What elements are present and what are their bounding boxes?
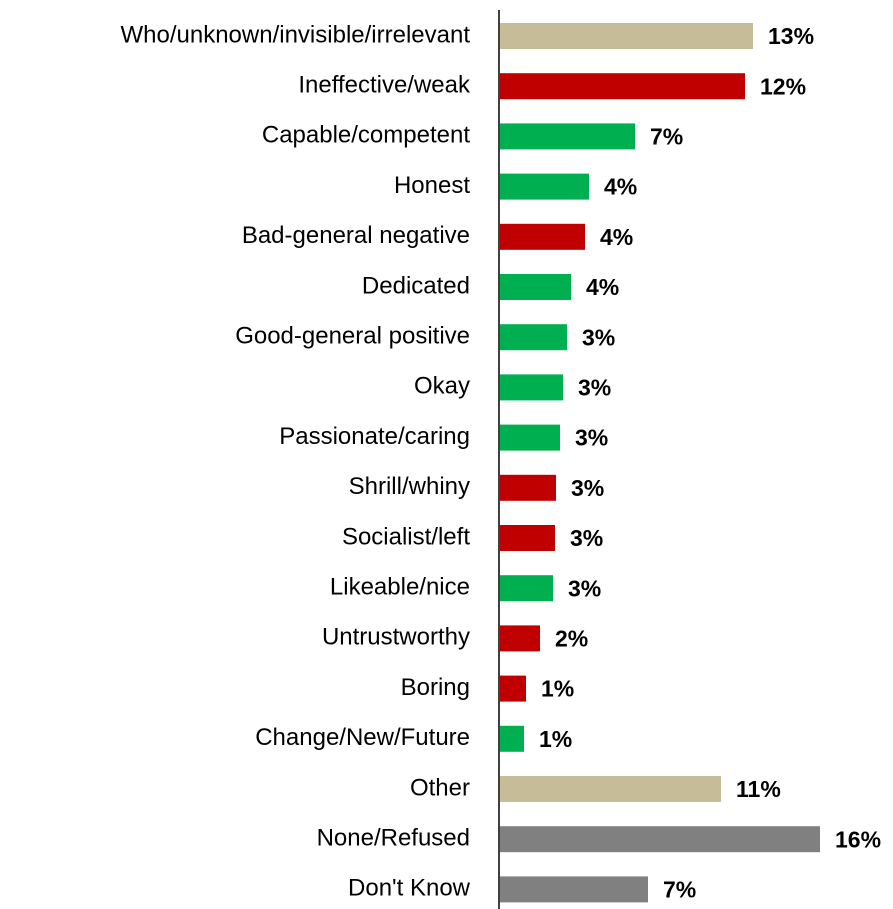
bar bbox=[500, 374, 563, 401]
value-label: 11% bbox=[736, 776, 781, 802]
category-label: None/Refused bbox=[317, 825, 470, 852]
category-label: Likeable/nice bbox=[330, 574, 470, 601]
bar bbox=[500, 123, 635, 150]
value-label: 4% bbox=[604, 174, 637, 200]
category-label: Change/New/Future bbox=[255, 724, 470, 751]
value-label: 2% bbox=[555, 625, 588, 651]
bar bbox=[500, 826, 820, 853]
bar bbox=[500, 23, 753, 49]
category-label: Dedicated bbox=[362, 272, 470, 299]
category-label: Good-general positive bbox=[235, 323, 470, 350]
bar bbox=[500, 876, 648, 903]
bar bbox=[500, 424, 560, 451]
value-label: 3% bbox=[578, 374, 611, 400]
category-label: Socialist/left bbox=[342, 523, 470, 550]
bar bbox=[500, 223, 585, 250]
category-label: Shrill/whiny bbox=[349, 473, 470, 500]
bar bbox=[500, 324, 567, 351]
category-label: Capable/competent bbox=[262, 122, 470, 149]
bar bbox=[500, 525, 555, 551]
category-label: Who/unknown/invisible/irrelevant bbox=[121, 21, 471, 48]
bar bbox=[500, 474, 556, 501]
bar bbox=[500, 173, 589, 200]
value-label: 16% bbox=[835, 826, 881, 852]
category-label: Passionate/caring bbox=[279, 423, 470, 450]
bar bbox=[500, 675, 526, 702]
bar bbox=[500, 725, 524, 752]
bar bbox=[500, 575, 553, 602]
value-label: 3% bbox=[575, 425, 608, 451]
value-label: 3% bbox=[571, 475, 604, 501]
value-label: 1% bbox=[541, 676, 574, 702]
bar bbox=[500, 776, 721, 802]
category-label: Other bbox=[410, 774, 470, 801]
value-label: 12% bbox=[760, 73, 806, 99]
bar bbox=[500, 73, 745, 100]
bar bbox=[500, 625, 540, 652]
value-label: 4% bbox=[586, 274, 619, 300]
value-label: 4% bbox=[600, 224, 633, 250]
value-label: 13% bbox=[768, 23, 814, 49]
value-label: 7% bbox=[650, 123, 683, 149]
category-label: Don't Know bbox=[348, 875, 471, 902]
category-label: Boring bbox=[401, 674, 470, 701]
value-label: 3% bbox=[570, 525, 603, 551]
category-label: Ineffective/weak bbox=[298, 72, 471, 99]
value-label: 1% bbox=[539, 726, 572, 752]
value-label: 3% bbox=[582, 324, 615, 350]
category-label: Honest bbox=[394, 172, 470, 199]
value-label: 7% bbox=[663, 876, 696, 902]
category-label: Bad-general negative bbox=[242, 222, 470, 249]
category-label: Okay bbox=[414, 373, 470, 400]
category-label: Untrustworthy bbox=[322, 624, 470, 651]
bar bbox=[500, 274, 571, 300]
value-label: 3% bbox=[568, 575, 601, 601]
